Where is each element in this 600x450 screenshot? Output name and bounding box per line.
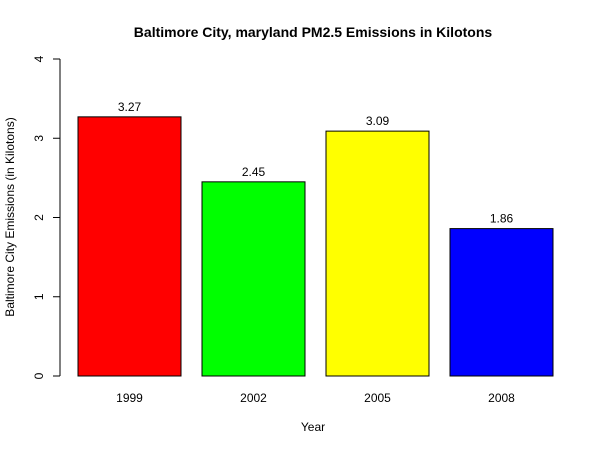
x-axis-title: Year: [301, 420, 325, 434]
y-axis: 0 1 2 3 4: [32, 55, 61, 379]
y-tick-label: 0: [32, 372, 46, 379]
y-tick-label: 2: [32, 214, 46, 221]
data-label-2008: 1.86: [490, 212, 514, 226]
data-labels: 3.27 2.45 3.09 1.86: [118, 100, 514, 226]
y-tick-label: 4: [32, 55, 46, 62]
y-tick-label: 3: [32, 135, 46, 142]
data-label-1999: 3.27: [118, 100, 142, 114]
y-axis-title: Baltimore City Emissions (in Kilotons): [3, 117, 17, 316]
bar-2008: [449, 228, 554, 377]
bar-2005: [325, 130, 430, 377]
x-axis-labels: 1999 2002 2005 2008: [116, 391, 515, 405]
bar-series: [77, 116, 554, 377]
y-tick-label: 1: [32, 293, 46, 300]
chart-title: Baltimore City, maryland PM2.5 Emissions…: [134, 24, 493, 40]
x-tick-label: 2002: [240, 391, 267, 405]
bar-1999: [77, 116, 182, 377]
data-label-2005: 3.09: [366, 114, 390, 128]
x-tick-label: 2008: [488, 391, 515, 405]
x-tick-label: 2005: [364, 391, 391, 405]
bar-2002: [201, 181, 306, 377]
x-tick-label: 1999: [116, 391, 143, 405]
data-label-2002: 2.45: [242, 165, 266, 179]
